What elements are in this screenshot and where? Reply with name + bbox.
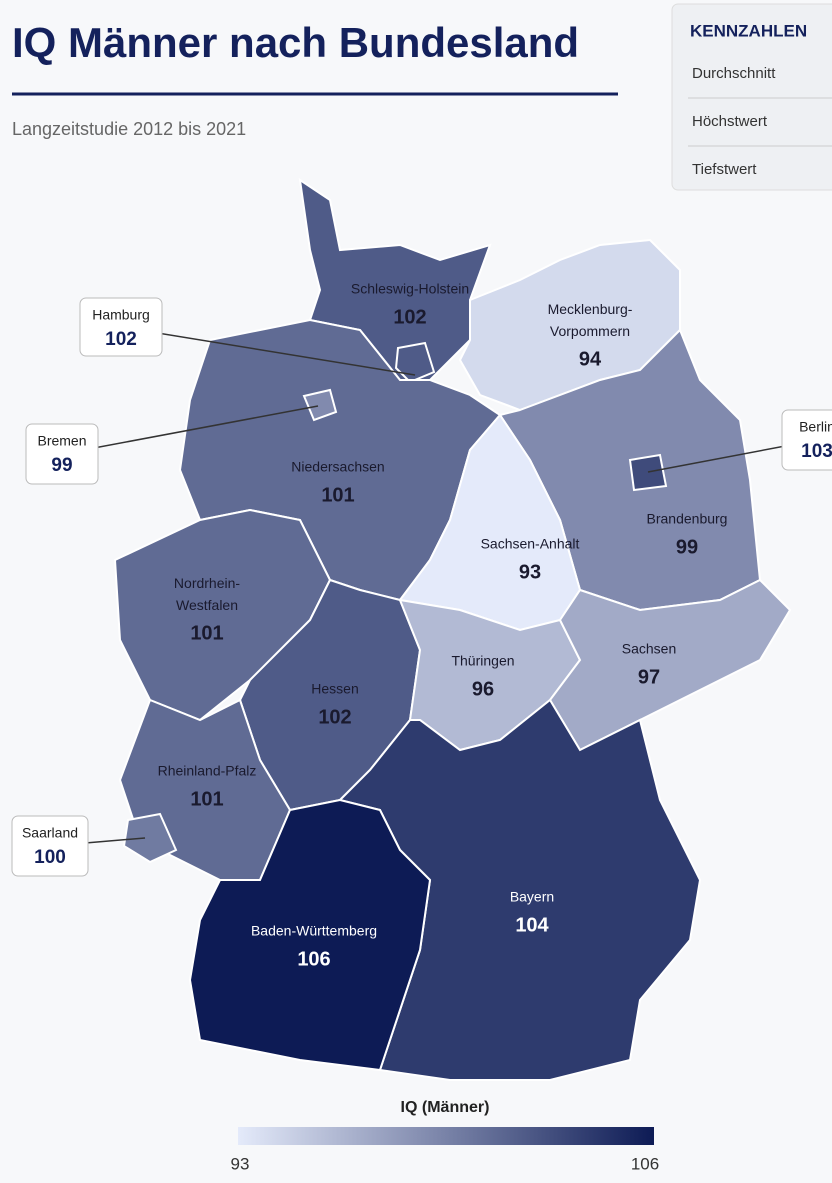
region <box>394 341 436 384</box>
region-value: 102 <box>105 329 137 350</box>
panel-title: KENNZAHLEN <box>690 21 807 40</box>
region-value: 97 <box>638 666 660 688</box>
callout-box <box>25 423 99 485</box>
region-name: Sachsen-Anhalt <box>481 536 580 552</box>
subtitle: Langzeitstudie 2012 bis 2021 <box>12 119 246 139</box>
region-value: 102 <box>318 706 351 728</box>
region-name: Berlin <box>799 419 832 435</box>
region-name: Schleswig-Holstein <box>351 281 469 297</box>
region-value: 93 <box>519 561 541 583</box>
callout-box <box>11 815 89 877</box>
region <box>188 798 432 1072</box>
region <box>302 388 338 422</box>
region-name: Mecklenburg-Vorpommern <box>548 301 633 339</box>
region-value: 94 <box>579 348 602 370</box>
legend-bar <box>238 1127 654 1145</box>
callout-box <box>781 409 832 471</box>
region-value: 99 <box>51 455 72 476</box>
region-value: 104 <box>515 914 549 936</box>
region-name: Baden-Württemberg <box>251 923 377 939</box>
region-name: Bayern <box>510 889 554 905</box>
region <box>628 453 668 492</box>
title: IQ Männer nach Bundesland <box>12 19 579 66</box>
panel-item: Höchstwert <box>692 113 768 130</box>
legend-min: 93 <box>231 1154 250 1173</box>
region-value: 101 <box>190 622 223 644</box>
region-name: Saarland <box>22 825 78 841</box>
callout-line <box>120 326 416 376</box>
region-name: Brandenburg <box>647 511 728 527</box>
region-value: 96 <box>472 678 494 700</box>
region-name: Sachsen <box>622 641 676 657</box>
callout-line <box>61 405 319 455</box>
region-name: Hessen <box>311 681 358 697</box>
region-value: 99 <box>676 536 698 558</box>
panel-item: Durchschnitt <box>692 65 776 82</box>
region-name: Rheinland-Pfalz <box>158 763 257 779</box>
legend-max: 106 <box>631 1154 659 1173</box>
panel <box>671 3 832 191</box>
callout-box <box>79 297 163 357</box>
region-value: 101 <box>190 788 223 810</box>
region <box>122 812 178 864</box>
region-name: Bremen <box>37 433 86 449</box>
region-value: 100 <box>34 847 66 868</box>
region-value: 106 <box>297 948 330 970</box>
region-value: 103 <box>801 441 832 462</box>
region-name: Thüringen <box>451 653 514 669</box>
region-name: Niedersachsen <box>291 459 384 475</box>
region-value: 101 <box>321 484 354 506</box>
region <box>548 578 792 752</box>
legend-title: IQ (Männer) <box>401 1099 490 1116</box>
region-name: Nordrhein-Westfalen <box>174 575 240 613</box>
panel-item: Tiefstwert <box>692 161 757 178</box>
region-name: Hamburg <box>92 307 150 323</box>
region-value: 102 <box>393 306 426 328</box>
